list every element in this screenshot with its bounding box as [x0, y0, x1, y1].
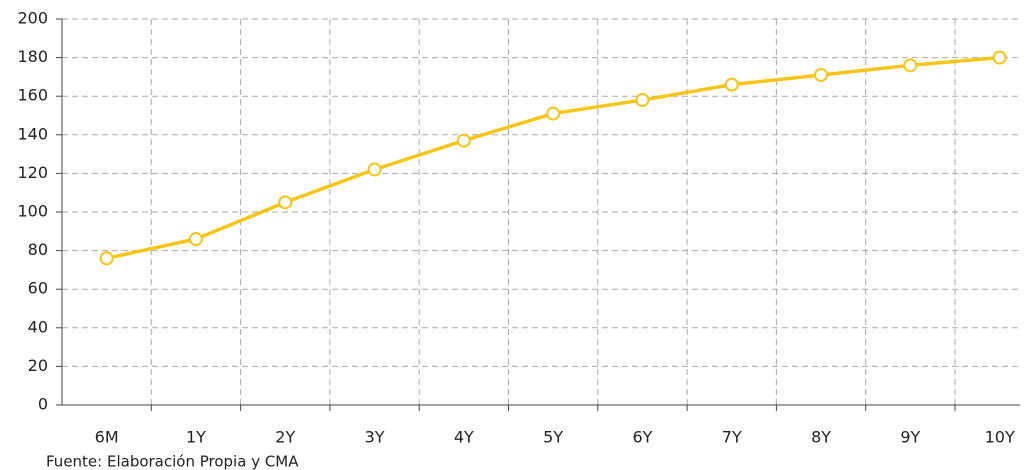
x-tick-label: 4Y — [454, 428, 474, 447]
point — [278, 195, 293, 210]
y-tick-label: 40 — [28, 317, 48, 336]
source-note: Fuente: Elaboración Propia y CMA — [46, 453, 299, 470]
y-tick-label: 180 — [17, 47, 48, 66]
point — [99, 251, 114, 266]
series-line — [106, 55, 1000, 261]
x-tick-label: 3Y — [365, 428, 385, 447]
x-tick-label: 10Y — [985, 428, 1015, 447]
y-tick-label: 60 — [28, 279, 48, 298]
point — [814, 67, 829, 82]
y-tick-label: 80 — [28, 240, 48, 259]
x-tick-label: 6M — [95, 428, 119, 447]
y-tick-label: 20 — [28, 356, 48, 375]
y-tick-label: 100 — [17, 202, 48, 221]
y-tick-label: 120 — [17, 163, 48, 182]
point — [724, 77, 739, 92]
x-tick-label: 7Y — [722, 428, 742, 447]
x-tick-label: 6Y — [632, 428, 652, 447]
point — [546, 106, 561, 121]
point — [903, 58, 918, 73]
point — [367, 162, 382, 177]
point — [188, 232, 203, 247]
point — [992, 50, 1007, 65]
point — [456, 133, 471, 148]
x-tick-label: 8Y — [811, 428, 831, 447]
y-tick-label: 200 — [17, 9, 48, 28]
point — [635, 93, 650, 108]
x-tick-label: 5Y — [543, 428, 563, 447]
x-tick-label: 9Y — [900, 428, 920, 447]
x-tick-label: 1Y — [186, 428, 206, 447]
x-tick-label: 2Y — [275, 428, 295, 447]
y-tick-label: 160 — [17, 86, 48, 105]
y-tick-label: 140 — [17, 124, 48, 143]
y-tick-label: 0 — [38, 395, 48, 414]
